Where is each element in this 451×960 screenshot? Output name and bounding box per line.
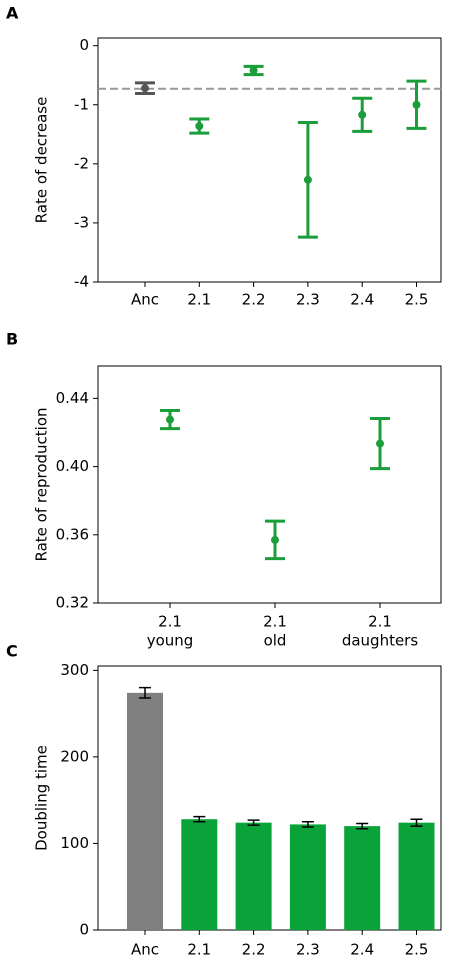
error-bar: [139, 686, 151, 699]
x-tick-label: 2.2: [242, 291, 266, 309]
y-tick-label: 0.44: [56, 389, 89, 407]
x-tick-label: 2.5: [405, 941, 429, 959]
panel-label: B: [6, 330, 18, 349]
x-tick-label: old: [264, 632, 287, 650]
x-tick-label: 2.1: [158, 613, 182, 631]
bar: [398, 822, 435, 930]
x-tick-label: 2.1: [187, 291, 211, 309]
y-tick-label: -2: [74, 154, 89, 172]
x-tick-label: daughters: [342, 632, 419, 650]
point: [141, 84, 149, 93]
y-tick-label: 0: [79, 36, 89, 54]
bar: [127, 692, 163, 930]
panel-label: A: [6, 4, 19, 23]
error-bar: [356, 822, 369, 830]
y-tick-label: 100: [60, 834, 89, 852]
point: [271, 535, 279, 544]
point: [303, 175, 312, 184]
panel-label: C: [6, 642, 18, 661]
y-tick-label: 200: [60, 747, 89, 765]
error-bar: [247, 819, 260, 827]
error-bar: [301, 821, 314, 828]
bar: [181, 819, 218, 930]
x-tick-label: 2.4: [350, 941, 374, 959]
error-bar: [193, 815, 206, 823]
point: [195, 122, 204, 131]
x-tick-label: Anc: [131, 941, 159, 959]
error-bar: [410, 818, 423, 827]
plot-frame: [97, 365, 442, 604]
y-tick-label: 300: [60, 661, 89, 679]
plot-frame: [97, 37, 442, 283]
x-tick-label: 2.3: [296, 941, 320, 959]
y-tick-label: 0.32: [56, 594, 89, 612]
bar: [344, 826, 381, 930]
x-tick-label: 2.1: [368, 613, 392, 631]
y-tick-label: -1: [74, 95, 89, 113]
point: [412, 100, 421, 109]
point: [376, 439, 384, 448]
y-axis-label: Rate of decrease: [33, 97, 51, 224]
y-axis-label: Rate of reproduction: [33, 408, 51, 562]
point: [358, 110, 367, 119]
x-tick-label: 2.3: [296, 291, 320, 309]
y-tick-label: -4: [74, 273, 89, 291]
y-tick-label: 0: [79, 921, 89, 939]
bar: [235, 822, 272, 930]
y-tick-label: -3: [74, 213, 89, 231]
x-tick-label: 2.1: [187, 941, 211, 959]
x-tick-label: 2.4: [350, 291, 374, 309]
x-tick-label: young: [147, 632, 194, 650]
bar: [289, 824, 326, 930]
x-tick-label: 2.2: [242, 941, 266, 959]
x-tick-label: 2.1: [263, 613, 287, 631]
point: [166, 415, 174, 424]
x-tick-label: Anc: [131, 291, 159, 309]
y-axis-label: Doubling time: [33, 745, 51, 851]
y-tick-label: 0.40: [56, 457, 89, 475]
y-tick-label: 0.36: [56, 525, 89, 543]
x-tick-label: 2.5: [405, 291, 429, 309]
point: [249, 66, 258, 75]
